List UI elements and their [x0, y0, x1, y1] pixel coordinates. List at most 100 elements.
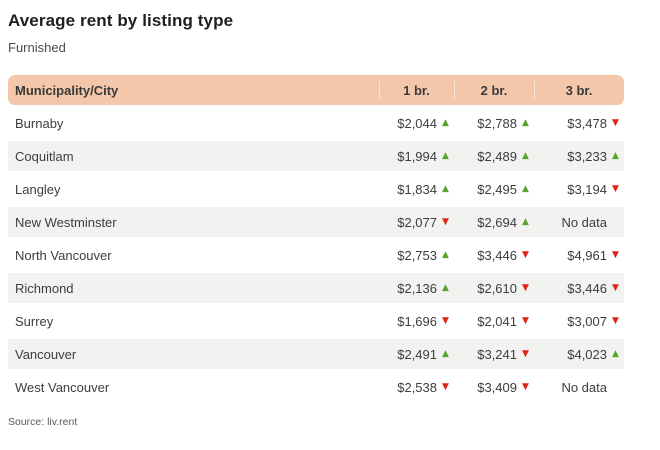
cell-value: $1,994	[397, 148, 437, 164]
value-cell-2br: $2,041 ▼	[454, 306, 534, 336]
cell-value: No data	[561, 379, 607, 395]
table-row: Surrey $1,696 ▼ $2,041 ▼ $3,007 ▼	[8, 306, 624, 336]
trend-down-arrow-icon: ▼	[442, 216, 449, 227]
municipality-cell: Richmond	[15, 280, 74, 296]
municipality-cell: Langley	[15, 181, 61, 197]
cell-value: $2,495	[477, 181, 517, 197]
value-cell-2br: $2,610 ▼	[454, 273, 534, 303]
value-cell-3br: $3,194 ▼	[534, 174, 624, 204]
trend-down-arrow-icon: ▼	[522, 315, 529, 326]
subtitle: Furnished	[8, 40, 66, 55]
value-cell-2br: $2,489 ▲	[454, 141, 534, 171]
cell-value: $3,194	[567, 181, 607, 197]
cell-value: $1,696	[397, 313, 437, 329]
cell-value: $4,961	[567, 247, 607, 263]
cell-value: $2,491	[397, 346, 437, 362]
value-cell-2br: $3,446 ▼	[454, 240, 534, 270]
page-title: Average rent by listing type	[8, 11, 234, 30]
trend-up-arrow-icon: ▲	[442, 117, 449, 128]
cell-value: $4,023	[567, 346, 607, 362]
value-cell-3br: $4,023 ▲	[534, 339, 624, 369]
trend-up-arrow-icon: ▲	[522, 216, 529, 227]
cell-value: $3,446	[567, 280, 607, 296]
trend-up-arrow-icon: ▲	[442, 183, 449, 194]
value-cell-3br: $3,007 ▼	[534, 306, 624, 336]
cell-value: $3,007	[567, 313, 607, 329]
trend-down-arrow-icon: ▼	[522, 381, 529, 392]
trend-up-arrow-icon: ▲	[442, 249, 449, 260]
cell-value: $2,044	[397, 115, 437, 131]
value-cell-3br: $3,446 ▼	[534, 273, 624, 303]
rent-table: Municipality/City 1 br. 2 br. 3 br. Burn…	[8, 75, 624, 402]
value-cell-3br: $4,961 ▼	[534, 240, 624, 270]
trend-up-arrow-icon: ▲	[612, 150, 619, 161]
cell-value: $2,694	[477, 214, 517, 230]
trend-down-arrow-icon: ▼	[612, 282, 619, 293]
trend-down-arrow-icon: ▼	[442, 315, 449, 326]
column-header-2br: 2 br.	[454, 75, 534, 105]
cell-value: $2,041	[477, 313, 517, 329]
value-cell-2br: $2,495 ▲	[454, 174, 534, 204]
cell-value: $2,788	[477, 115, 517, 131]
value-cell-1br: $1,696 ▼	[379, 306, 454, 336]
table-row: Burnaby $2,044 ▲ $2,788 ▲ $3,478 ▼	[8, 108, 624, 138]
municipality-cell: Coquitlam	[15, 148, 74, 164]
municipality-cell: Surrey	[15, 313, 54, 329]
cell-value: $3,233	[567, 148, 607, 164]
value-cell-1br: $2,077 ▼	[379, 207, 454, 237]
value-cell-2br: $2,694 ▲	[454, 207, 534, 237]
value-cell-1br: $2,753 ▲	[379, 240, 454, 270]
cell-value: $2,077	[397, 214, 437, 230]
cell-value: $2,136	[397, 280, 437, 296]
trend-up-arrow-icon: ▲	[522, 150, 529, 161]
column-header-1br: 1 br.	[379, 75, 454, 105]
value-cell-2br: $2,788 ▲	[454, 108, 534, 138]
trend-down-arrow-icon: ▼	[612, 117, 619, 128]
trend-up-arrow-icon: ▲	[522, 117, 529, 128]
value-cell-3br: No data	[534, 372, 624, 402]
value-cell-1br: $2,044 ▲	[379, 108, 454, 138]
trend-down-arrow-icon: ▼	[522, 249, 529, 260]
table-row: Vancouver $2,491 ▲ $3,241 ▼ $4,023 ▲	[8, 339, 624, 369]
cell-value: $3,446	[477, 247, 517, 263]
municipality-cell: West Vancouver	[15, 379, 110, 395]
column-header-municipality: Municipality/City	[15, 82, 119, 98]
trend-down-arrow-icon: ▼	[612, 315, 619, 326]
cell-value: $3,409	[477, 379, 517, 395]
trend-down-arrow-icon: ▼	[612, 249, 619, 260]
value-cell-1br: $1,834 ▲	[379, 174, 454, 204]
cell-value: No data	[561, 214, 607, 230]
value-cell-3br: No data	[534, 207, 624, 237]
trend-up-arrow-icon: ▲	[442, 282, 449, 293]
value-cell-1br: $2,491 ▲	[379, 339, 454, 369]
value-cell-1br: $2,136 ▲	[379, 273, 454, 303]
value-cell-1br: $1,994 ▲	[379, 141, 454, 171]
table-header-row: Municipality/City 1 br. 2 br. 3 br.	[8, 75, 624, 105]
value-cell-3br: $3,478 ▼	[534, 108, 624, 138]
table-row: Coquitlam $1,994 ▲ $2,489 ▲ $3,233 ▲	[8, 141, 624, 171]
value-cell-2br: $3,241 ▼	[454, 339, 534, 369]
table-row: Langley $1,834 ▲ $2,495 ▲ $3,194 ▼	[8, 174, 624, 204]
trend-up-arrow-icon: ▲	[442, 348, 449, 359]
cell-value: $1,834	[397, 181, 437, 197]
cell-value: $2,489	[477, 148, 517, 164]
value-cell-1br: $2,538 ▼	[379, 372, 454, 402]
trend-up-arrow-icon: ▲	[442, 150, 449, 161]
table-row: New Westminster $2,077 ▼ $2,694 ▲ No dat…	[8, 207, 624, 237]
trend-up-arrow-icon: ▲	[522, 183, 529, 194]
cell-value: $2,538	[397, 379, 437, 395]
municipality-cell: North Vancouver	[15, 247, 112, 263]
table-row: West Vancouver $2,538 ▼ $3,409 ▼ No data	[8, 372, 624, 402]
value-cell-2br: $3,409 ▼	[454, 372, 534, 402]
column-header-3br: 3 br.	[534, 75, 624, 105]
cell-value: $3,241	[477, 346, 517, 362]
trend-down-arrow-icon: ▼	[442, 381, 449, 392]
value-cell-3br: $3,233 ▲	[534, 141, 624, 171]
municipality-cell: Burnaby	[15, 115, 64, 131]
cell-value: $3,478	[567, 115, 607, 131]
table-body: Burnaby $2,044 ▲ $2,788 ▲ $3,478 ▼ Coqui…	[8, 108, 624, 402]
table-row: Richmond $2,136 ▲ $2,610 ▼ $3,446 ▼	[8, 273, 624, 303]
municipality-cell: New Westminster	[15, 214, 117, 230]
cell-value: $2,610	[477, 280, 517, 296]
source-note: Source: liv.rent	[8, 416, 78, 428]
